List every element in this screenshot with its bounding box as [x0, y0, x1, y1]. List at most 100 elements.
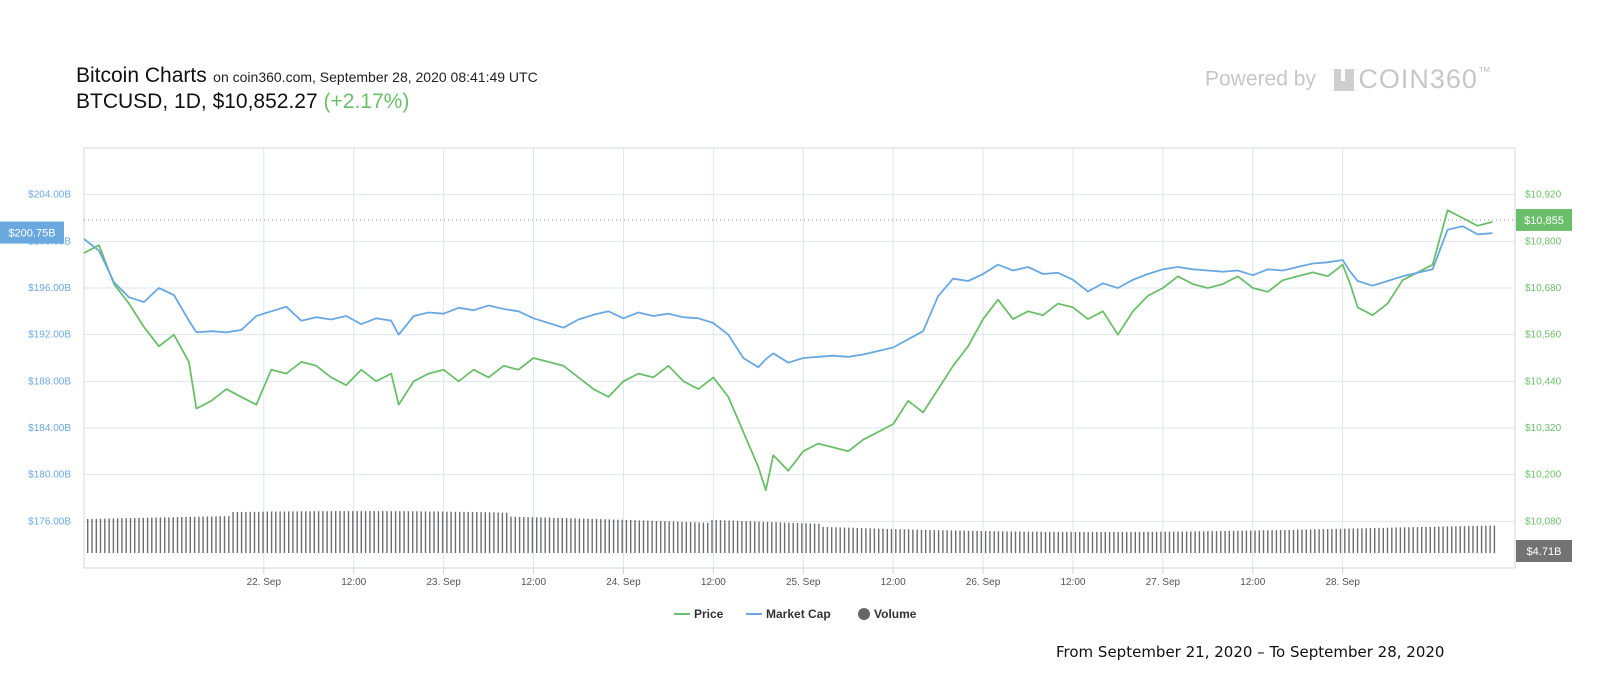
volume-bar [1297, 530, 1298, 553]
volume-bar [1036, 532, 1037, 553]
volume-bar [412, 511, 413, 553]
volume-bar [617, 520, 618, 553]
volume-bar [532, 517, 533, 553]
x-axis-tick-label: 12:00 [881, 577, 906, 588]
volume-bar [1246, 531, 1247, 553]
volume-bar [1442, 527, 1443, 554]
volume-bar [1434, 527, 1435, 553]
volume-bar [1430, 527, 1431, 553]
volume-bar [374, 511, 375, 553]
x-axis-tick-label: 27. Sep [1146, 577, 1181, 588]
volume-bar [1032, 532, 1033, 553]
volume-bar [895, 529, 896, 553]
volume-bar [361, 511, 362, 553]
volume-bar [797, 523, 798, 553]
volume-bar [108, 519, 109, 554]
volume-bar [1259, 530, 1260, 553]
volume-bar [669, 521, 670, 553]
volume-bar [271, 512, 272, 553]
volume-bar [262, 512, 263, 553]
volume-bar [711, 520, 712, 553]
right-axis-tick-label: $10,320 [1525, 423, 1562, 434]
volume-bar [651, 521, 652, 553]
x-axis-tick-label: 25. Sep [786, 577, 821, 588]
volume-bar [673, 522, 674, 554]
x-axis-tick-label: 12:00 [1240, 577, 1265, 588]
left-axis-tick-label: $204.00B [28, 190, 71, 201]
volume-bar [369, 511, 370, 553]
right-axis-tick-label: $10,560 [1525, 330, 1562, 341]
volume-bar [194, 517, 195, 553]
volume-bar [874, 529, 875, 554]
volume-bar [91, 519, 92, 553]
volume-bar [301, 511, 302, 553]
volume-bar [433, 512, 434, 554]
volume-bar [241, 512, 242, 553]
volume-bar [1276, 530, 1277, 553]
volume-bar [220, 516, 221, 553]
volume-bar [1224, 531, 1225, 553]
volume-bar [143, 518, 144, 553]
volume-bar [788, 523, 789, 553]
volume-bar [190, 517, 191, 553]
volume-bar [1105, 532, 1106, 553]
volume-bar [545, 518, 546, 554]
volume-bar [356, 511, 357, 553]
volume-bar [1156, 532, 1157, 553]
volume-bar [780, 522, 781, 553]
volume-bar [352, 511, 353, 553]
volume-bar [1220, 531, 1221, 553]
volume-bar [741, 521, 742, 553]
volume-bar [96, 519, 97, 553]
volume-bar [681, 522, 682, 553]
left-axis-tick-label: $180.00B [28, 470, 71, 481]
volume-bar [335, 511, 336, 553]
volume-bar [1417, 527, 1418, 553]
volume-bar [185, 517, 186, 553]
volume-bar [622, 520, 623, 553]
volume-bar [784, 523, 785, 553]
volume-bar [130, 518, 131, 553]
volume-bar [476, 512, 477, 553]
volume-bar [1327, 529, 1328, 553]
volume-bar [258, 512, 259, 553]
volume-bar [994, 531, 995, 553]
volume-bar [168, 517, 169, 553]
volume-bar [113, 518, 114, 553]
volume-bar [613, 520, 614, 554]
volume-bar [173, 517, 174, 553]
volume-bar [882, 529, 883, 553]
volume-bar [570, 518, 571, 553]
volume-bar [292, 511, 293, 553]
volume-bar [1271, 530, 1272, 553]
volume-bar [1481, 526, 1482, 553]
volume-bar [515, 517, 516, 553]
x-axis-tick-label: 12:00 [341, 577, 366, 588]
volume-bar [1070, 532, 1071, 553]
volume-bar [1135, 532, 1136, 553]
legend-volume-symbol[interactable] [858, 608, 870, 620]
volume-bar [250, 512, 251, 553]
volume-bar [1289, 530, 1290, 553]
volume-bar [852, 528, 853, 553]
volume-bar [553, 518, 554, 553]
volume-bar [822, 527, 823, 553]
volume-bar [767, 522, 768, 553]
volume-bar [934, 530, 935, 553]
volume-bar [728, 521, 729, 554]
volume-bar [921, 530, 922, 553]
volume-bar [429, 512, 430, 554]
volume-bar [1212, 531, 1213, 553]
volume-bar [1395, 528, 1396, 554]
volume-bar [1323, 529, 1324, 553]
volume-bar [870, 528, 871, 553]
volume-bar [1203, 531, 1204, 553]
volume-bar [848, 528, 849, 553]
volume-bar [198, 517, 199, 553]
left-axis-tick-label: $176.00B [28, 516, 71, 527]
volume-bar [446, 512, 447, 553]
volume-bar [1165, 532, 1166, 553]
volume-bar [126, 518, 127, 553]
volume-bar [438, 512, 439, 554]
